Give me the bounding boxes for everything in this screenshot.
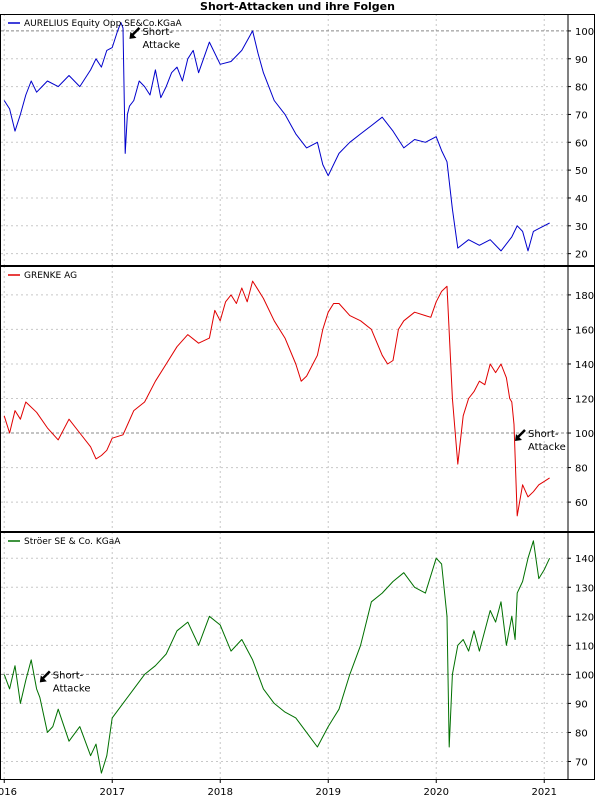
x-tick-label: 2017 [100,787,125,798]
series-line-grenke [3,280,550,517]
annotation-text: Attacke [142,40,180,51]
annotation-text: Short- [142,27,173,38]
panel-grenke: 60 80 100 120 140 160 180 GRENKE AG Short- Attack… [0,266,595,532]
panel-frame [0,14,595,266]
x-tick-label: 2021 [532,787,557,798]
y-tick-label: 70 [575,110,588,121]
y-tick-label: 20 [575,250,588,261]
x-tick-label: 2016 [0,787,17,798]
x-tick-label: 2018 [208,787,233,798]
x-tick-label: 2020 [424,787,449,798]
legend-label: GRENKE AG [24,271,77,281]
y-tick-label: 70 [575,757,588,768]
y-tick-label: 50 [575,166,588,177]
y-tick-label: 160 [575,325,594,336]
annotation-text: Attacke [53,683,91,694]
y-tick-label: 110 [575,641,594,652]
y-tick-label: 80 [575,464,588,475]
y-tick-label: 100 [575,429,594,440]
annotation-arrow-icon [515,429,526,442]
annotation-text: Short- [53,670,84,681]
y-tick-label: 30 [575,222,588,233]
panel-stroeer: 70 80 90 100 110 120 130 140 Ströer SE & Co. KGa… [0,532,595,780]
y-tick-label: 130 [575,583,594,594]
y-tick-label: 90 [575,55,588,66]
y-tick-label: 120 [575,612,594,623]
y-tick-label: 140 [575,360,594,371]
annotation-arrow-icon [129,27,141,39]
y-tick-label: 100 [575,670,594,681]
y-tick-label: 100 [575,27,594,38]
x-tick-label: 2019 [316,787,341,798]
y-tick-label: 60 [575,138,588,149]
annotation-text: Short- [528,429,559,440]
annotation-arrow-icon [39,670,51,683]
series-line-aurelius [3,22,550,252]
chart-title: Short-Attacken und ihre Folgen [200,0,395,13]
y-tick-label: 90 [575,699,588,710]
series-line-stroeer [3,540,551,774]
y-tick-label: 40 [575,194,588,205]
y-tick-label: 180 [575,291,594,302]
annotation-text: Attacke [528,442,566,453]
y-tick-label: 80 [575,728,588,739]
legend-label: AURELIUS Equity Opp.SE&Co.KGaA [24,19,183,29]
y-tick-label: 80 [575,83,588,94]
panel-aurelius: 20 30 40 50 60 70 80 90 100 AURELIUS Equity Opp.S… [0,14,595,266]
y-tick-label: 140 [575,554,594,565]
legend-label: Ströer SE & Co. KGaA [24,537,121,547]
y-tick-label: 120 [575,395,594,406]
panel-frame [0,532,595,780]
y-tick-label: 60 [575,498,588,509]
